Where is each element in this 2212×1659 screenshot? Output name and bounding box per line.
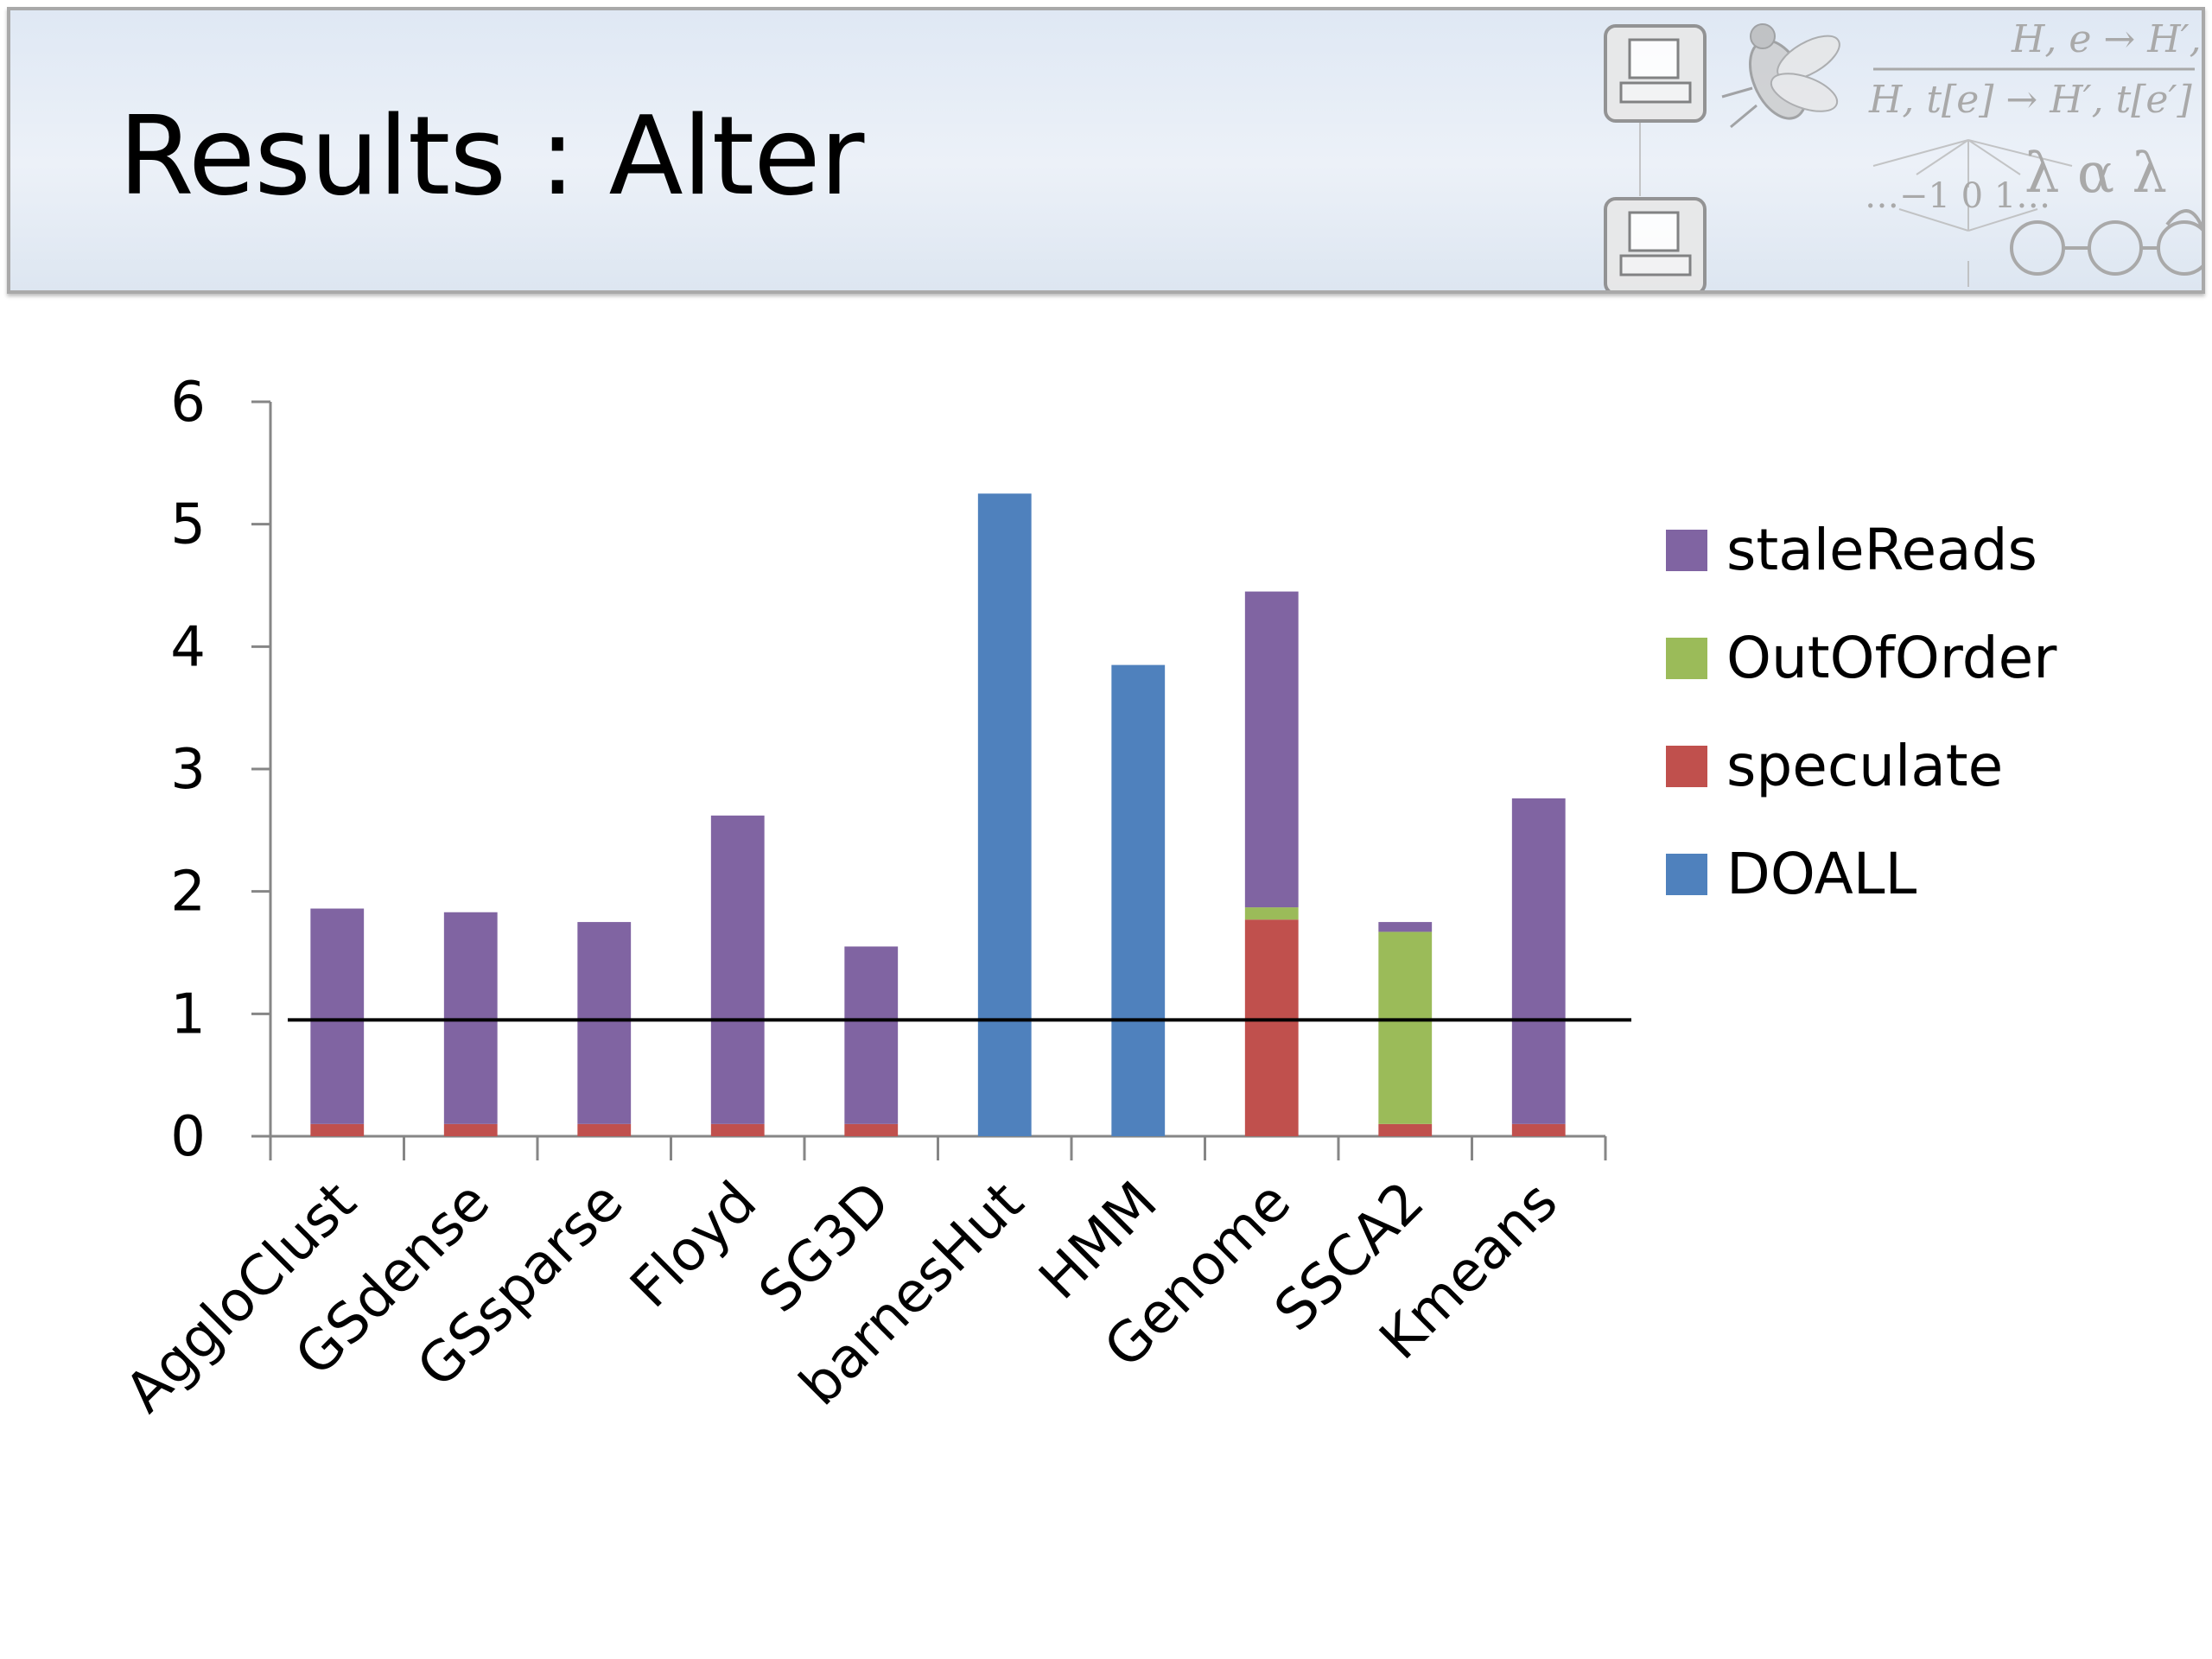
y-tick-label: 4 [170,615,206,679]
legend-swatch-staleReads [1666,530,1707,571]
legend-label: staleReads [1726,517,2037,583]
bar-speculate [1378,1123,1433,1136]
bar-speculate [577,1123,632,1136]
legend-label: OutOfOrder [1726,625,2057,691]
bar-speculate [1244,919,1299,1136]
legend-swatch-OutOfOrder [1666,638,1707,679]
bar-speculate [310,1123,365,1136]
bar-DOALL [977,493,1032,1136]
bar-speculate [844,1123,899,1136]
y-tick-label: 1 [170,982,206,1046]
decoration-symbols: λ α λ [2024,142,2167,206]
bar-staleReads [577,922,632,1124]
y-tick-label: 3 [170,738,206,802]
slide-header: Results : Alter [7,7,2205,294]
bar-speculate [710,1123,765,1136]
slide-title: Results : Alter [118,92,864,219]
legend-swatch-DOALL [1666,854,1707,895]
bar-staleReads [844,946,899,1124]
bar-staleReads [443,912,498,1124]
computer-icon [1604,197,1707,290]
x-tick-label: Floyd [619,1170,769,1320]
bar-staleReads [310,908,365,1124]
bar-OutOfOrder [1244,907,1299,920]
y-tick-label: 6 [170,371,206,435]
computer-icon [1604,24,1707,123]
fly-icon [1721,23,1840,129]
header-decoration: H, e → H′, e′ H, t[e] → H′, t[e′] …−1 0 … [1604,17,2202,290]
bar-staleReads [1244,591,1299,908]
y-tick-label: 0 [170,1105,206,1169]
bar-staleReads [1511,798,1566,1124]
bar-staleReads [1378,922,1433,932]
state-machine-icon [2010,209,2202,276]
y-tick-label: 2 [170,861,206,925]
legend-label: DOALL [1726,841,1917,907]
bar-DOALL [1111,664,1166,1136]
legend-swatch-speculate [1666,746,1707,787]
decoration-formula-top: H, e → H′, e′ [2011,17,2202,61]
decoration-scale: …−1 0 1… [1865,176,2050,216]
y-tick-label: 5 [170,493,206,557]
legend-label: speculate [1726,733,2003,799]
bar-staleReads [710,815,765,1124]
bar-speculate [1511,1123,1566,1136]
bar-speculate [443,1123,498,1136]
decoration-formula-bottom: H, t[e] → H′, t[e′] [1868,78,2192,122]
bar-OutOfOrder [1378,931,1433,1124]
